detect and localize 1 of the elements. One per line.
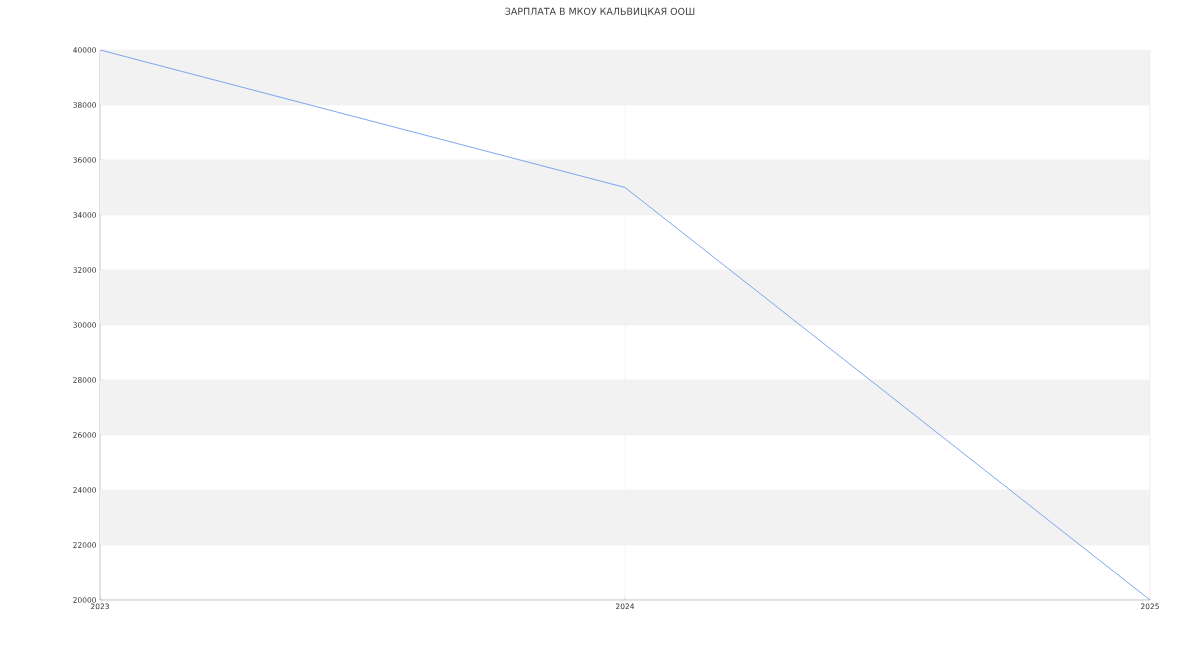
chart-title: ЗАРПЛАТА В МКОУ КАЛЬВИЦКАЯ ООШ	[505, 7, 695, 17]
